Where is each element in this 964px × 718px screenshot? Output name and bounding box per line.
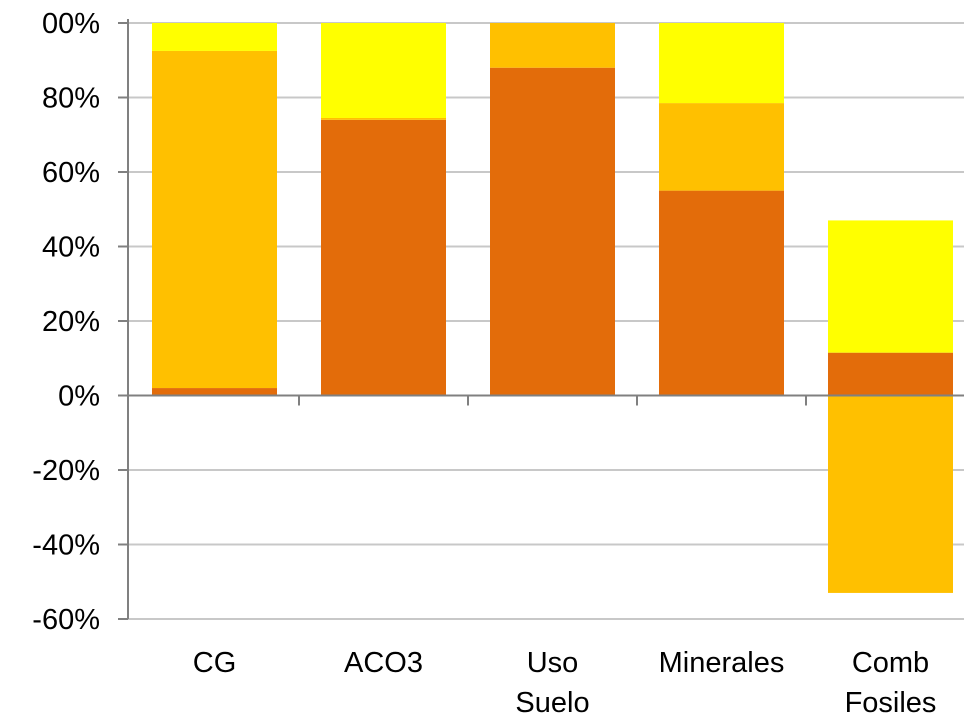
bar-segment [152,23,277,51]
bar-segment [659,23,784,104]
x-tick-label: Uso Suelo [515,647,589,718]
x-tick-label: Comb Fosiles [845,647,937,718]
y-tick-labels: 00% 80% 60% 40% 20% 0% -20% -40% -60% [32,8,100,636]
y-tick-label: -40% [32,530,100,562]
axes [118,19,964,620]
x-tick-label: CG [193,647,237,679]
bar-segment [828,352,953,396]
y-tick-label: 80% [42,83,100,115]
bars [152,23,953,593]
bar-segment [490,23,615,68]
bar-segment [321,117,446,120]
bar-segment [321,119,446,396]
bar-segment [828,395,953,593]
bar-segment [152,50,277,389]
y-tick-label: 60% [42,157,100,189]
x-tick-label: ACO3 [344,647,423,679]
y-tick-label: 20% [42,306,100,338]
x-tick-label: Minerales [659,647,785,679]
y-tick-label: 0% [58,381,100,413]
y-tick-label: 00% [42,8,100,40]
bar-segment [659,190,784,396]
bar-segment [152,388,277,396]
x-tick-labels: CG ACO3 Uso Suelo Minerales Comb Fosiles [193,647,937,718]
y-tick-label: -60% [32,604,100,636]
y-tick-label: -20% [32,455,100,487]
bar-segment [490,67,615,396]
y-tick-label: 40% [42,232,100,264]
bar-segment [659,103,784,191]
bar-segment [828,220,953,353]
bar-segment [321,23,446,118]
